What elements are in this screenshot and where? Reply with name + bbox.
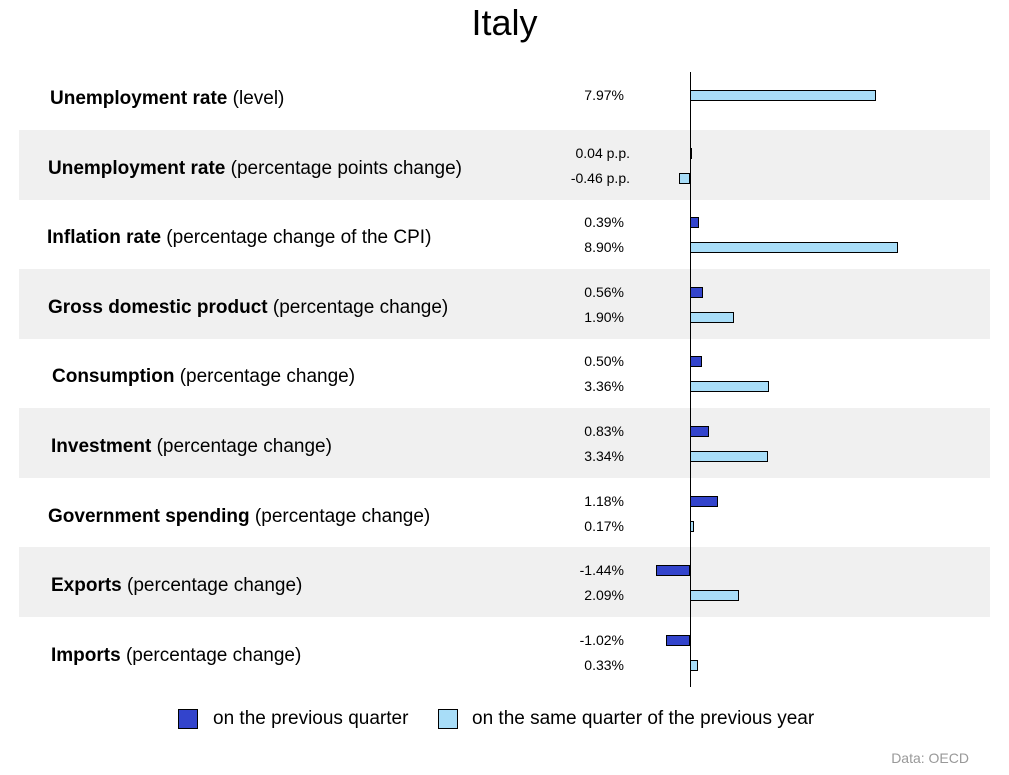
value-label: 0.39% [584, 214, 624, 231]
bar-previous-quarter [690, 217, 700, 229]
legend: on the previous quarter on the same quar… [178, 706, 838, 732]
indicator-name: Consumption [52, 366, 175, 388]
bar-previous-quarter [656, 565, 690, 577]
indicator-name: Government spending [48, 505, 250, 527]
value-label: 3.36% [584, 378, 624, 395]
bar-previous-year [690, 242, 899, 254]
bar-previous-year [690, 311, 735, 323]
bar-previous-year [690, 381, 769, 393]
indicator-name: Exports [51, 575, 122, 597]
indicator-measure: (percentage change) [267, 296, 449, 318]
indicator-measure: (percentage change) [151, 436, 332, 457]
value-label: 8.90% [584, 239, 624, 256]
value-label: 0.83% [584, 423, 624, 439]
bar-previous-year [690, 451, 769, 462]
indicator-name: Unemployment rate [48, 157, 226, 179]
chart-title: Italy [471, 2, 538, 43]
indicator-label: Gross domestic product (percentage chang… [48, 297, 448, 319]
value-label: -1.44% [579, 562, 624, 579]
indicator-name: Unemployment rate [50, 88, 228, 109]
indicator-label: Government spending (percentage change) [48, 506, 430, 528]
value-label: 0.50% [584, 353, 624, 370]
indicator-label: Unemployment rate (level) [50, 88, 284, 110]
indicator-label: Unemployment rate (percentage points cha… [48, 158, 462, 180]
value-label: 7.97% [584, 87, 624, 103]
legend-swatch-previous-year [438, 709, 458, 729]
zero-axis-line [690, 72, 691, 687]
indicator-name: Inflation rate [47, 227, 162, 249]
bar-previous-quarter [666, 634, 690, 646]
value-label: 0.56% [584, 283, 624, 300]
indicator-label: Exports (percentage change) [51, 575, 302, 597]
bar-previous-quarter [690, 356, 702, 368]
bar-previous-year [679, 172, 690, 184]
indicator-measure: (percentage change) [174, 366, 356, 388]
indicator-measure: (percentage change of the CPI) [161, 227, 432, 249]
value-label: 1.18% [584, 492, 624, 509]
value-label: 0.17% [584, 517, 624, 534]
bar-previous-quarter [690, 286, 704, 298]
data-source-note: Data: OECD [891, 750, 969, 766]
indicator-name: Gross domestic product [48, 296, 268, 318]
legend-label-previous-quarter: on the previous quarter [213, 708, 409, 729]
value-label: -1.02% [579, 631, 624, 648]
row-background [19, 547, 990, 618]
bar-previous-quarter [690, 495, 718, 507]
bar-previous-year [690, 90, 877, 101]
legend-label-previous-year: on the same quarter of the previous year [472, 708, 815, 729]
indicator-measure: (level) [227, 88, 285, 109]
indicator-label: Imports (percentage change) [51, 645, 301, 667]
bar-previous-year [690, 659, 698, 671]
indicator-measure: (percentage points change) [225, 157, 462, 179]
value-label: 0.04 p.p. [575, 144, 631, 161]
legend-swatch-previous-quarter [178, 709, 198, 729]
indicator-measure: (percentage change) [120, 644, 302, 666]
indicator-label: Investment (percentage change) [51, 436, 332, 458]
row-background [19, 268, 990, 339]
indicator-label: Inflation rate (percentage change of the… [47, 227, 431, 249]
row-background [19, 129, 990, 200]
value-label: 1.90% [584, 308, 624, 325]
indicator-label: Consumption (percentage change) [52, 366, 355, 388]
indicator-name: Imports [51, 644, 121, 666]
value-label: -0.46 p.p. [570, 169, 630, 186]
value-label: 2.09% [584, 587, 624, 604]
row-background [19, 408, 990, 478]
bar-previous-year [690, 590, 739, 602]
indicator-name: Investment [51, 436, 152, 457]
indicator-measure: (percentage change) [121, 575, 303, 597]
value-label: 3.34% [584, 448, 624, 464]
bar-previous-quarter [690, 426, 710, 437]
value-label: 0.33% [584, 656, 624, 673]
indicator-measure: (percentage change) [249, 505, 431, 527]
